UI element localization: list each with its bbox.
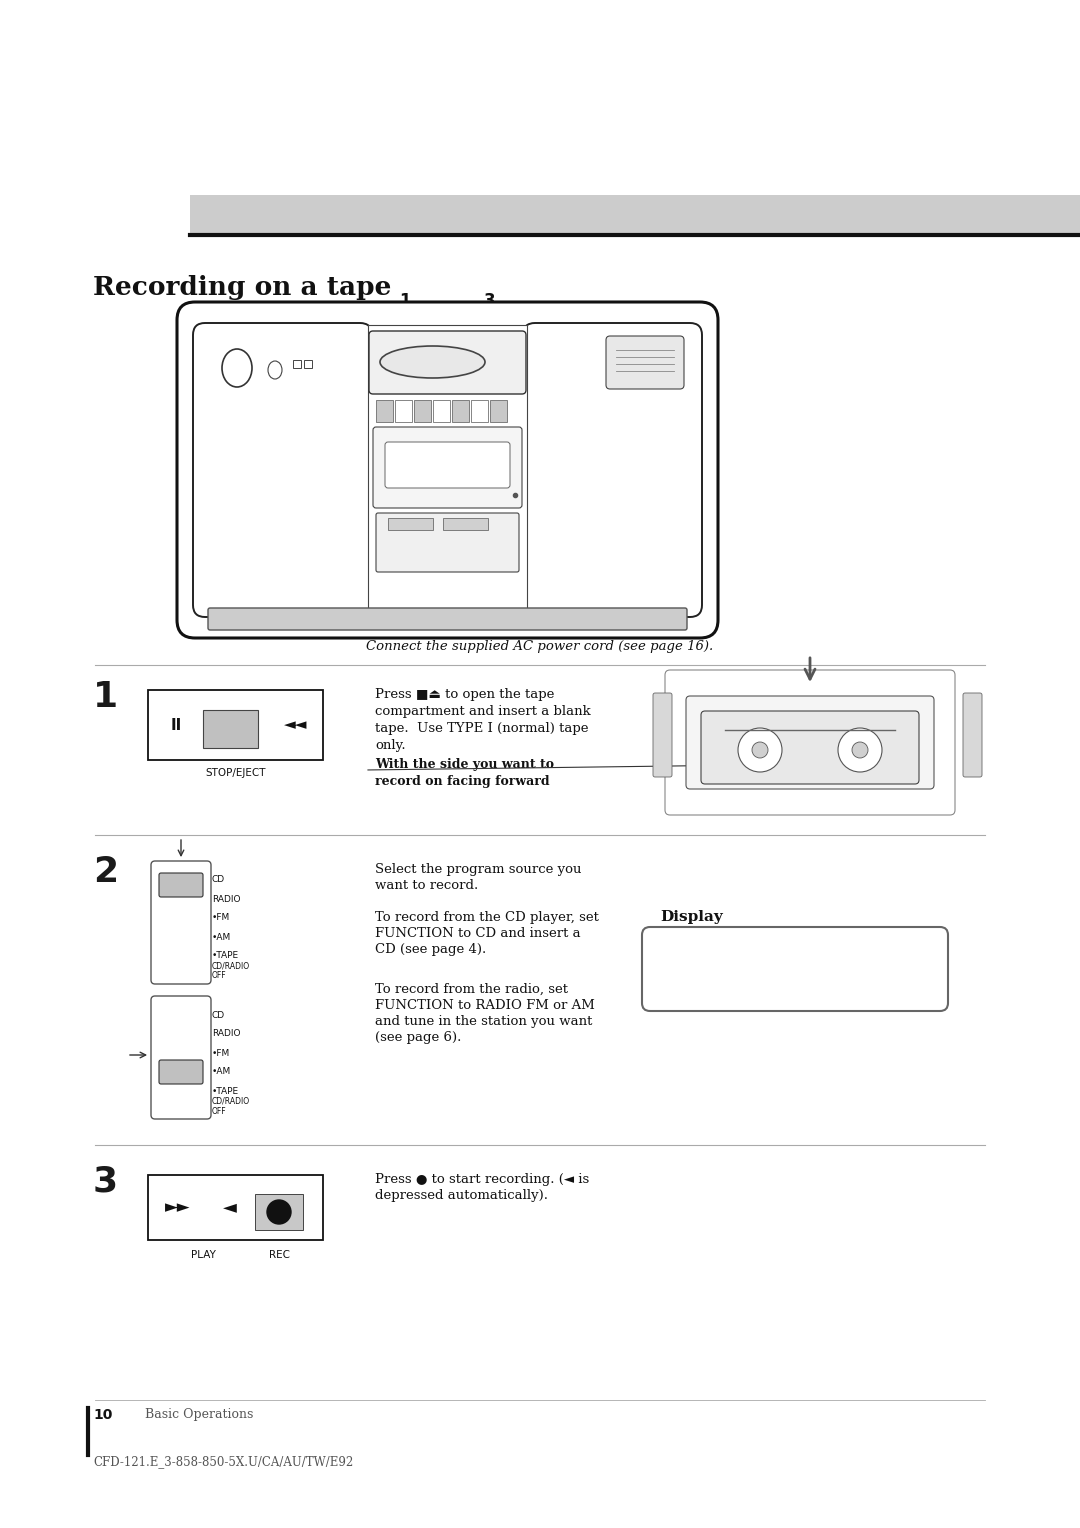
Text: II: II <box>171 718 181 732</box>
Text: RADIO: RADIO <box>212 894 241 903</box>
Text: compartment and insert a blank: compartment and insert a blank <box>375 704 591 718</box>
FancyBboxPatch shape <box>368 325 527 614</box>
FancyBboxPatch shape <box>443 518 488 530</box>
Text: want to record.: want to record. <box>375 879 478 892</box>
Circle shape <box>738 727 782 772</box>
Text: ◄◄: ◄◄ <box>284 718 308 732</box>
Text: 3: 3 <box>93 1164 118 1199</box>
Text: CFD-121.E_3-858-850-5X.U/CA/AU/TW/E92: CFD-121.E_3-858-850-5X.U/CA/AU/TW/E92 <box>93 1455 353 1468</box>
Text: ►►: ►► <box>165 1198 191 1216</box>
Text: •AM: •AM <box>212 932 231 941</box>
FancyBboxPatch shape <box>193 322 372 617</box>
FancyBboxPatch shape <box>963 694 982 778</box>
FancyBboxPatch shape <box>395 400 411 422</box>
FancyBboxPatch shape <box>159 872 203 897</box>
FancyBboxPatch shape <box>177 303 718 639</box>
Text: CD/RADIO: CD/RADIO <box>212 1097 251 1105</box>
FancyBboxPatch shape <box>255 1193 303 1230</box>
FancyBboxPatch shape <box>190 196 1080 235</box>
Text: •TAPE: •TAPE <box>212 1086 239 1096</box>
FancyBboxPatch shape <box>148 1175 323 1241</box>
Text: PLAY: PLAY <box>190 1250 215 1261</box>
Text: and tune in the station you want: and tune in the station you want <box>375 1015 592 1028</box>
Circle shape <box>838 727 882 772</box>
FancyBboxPatch shape <box>665 669 955 814</box>
FancyBboxPatch shape <box>388 518 433 530</box>
FancyBboxPatch shape <box>433 400 450 422</box>
Text: 1: 1 <box>400 292 410 310</box>
FancyBboxPatch shape <box>293 361 301 368</box>
FancyBboxPatch shape <box>701 711 919 784</box>
FancyBboxPatch shape <box>208 608 687 630</box>
FancyBboxPatch shape <box>151 996 211 1118</box>
FancyBboxPatch shape <box>384 442 510 487</box>
FancyBboxPatch shape <box>686 695 934 788</box>
Text: To record from the radio, set: To record from the radio, set <box>375 983 568 996</box>
Text: depressed automatically).: depressed automatically). <box>375 1189 548 1203</box>
Circle shape <box>752 743 768 758</box>
Text: ◄: ◄ <box>224 1198 237 1216</box>
FancyBboxPatch shape <box>303 361 312 368</box>
Text: Connect the supplied AC power cord (see page 16).: Connect the supplied AC power cord (see … <box>366 640 714 652</box>
Text: 3: 3 <box>484 292 496 310</box>
Text: 10: 10 <box>93 1407 112 1423</box>
FancyBboxPatch shape <box>490 400 507 422</box>
Text: OFF: OFF <box>212 1106 227 1115</box>
FancyBboxPatch shape <box>151 860 211 984</box>
Text: FUNCTION to RADIO FM or AM: FUNCTION to RADIO FM or AM <box>375 999 595 1012</box>
Text: •TAPE: •TAPE <box>212 952 239 961</box>
Text: Recording on a tape: Recording on a tape <box>93 275 391 299</box>
FancyBboxPatch shape <box>642 927 948 1012</box>
Text: Press ■⏏ to open the tape: Press ■⏏ to open the tape <box>375 688 554 701</box>
Text: •AM: •AM <box>212 1068 231 1077</box>
Text: Press ● to start recording. (◄ is: Press ● to start recording. (◄ is <box>375 1174 590 1186</box>
FancyBboxPatch shape <box>369 332 526 394</box>
Text: ■ ▲: ■ ▲ <box>216 721 244 735</box>
FancyBboxPatch shape <box>471 400 488 422</box>
Text: To record from the CD player, set: To record from the CD player, set <box>375 911 599 924</box>
Text: CD: CD <box>212 876 225 885</box>
Text: 1: 1 <box>93 680 118 714</box>
Text: Basic Operations: Basic Operations <box>145 1407 254 1421</box>
FancyBboxPatch shape <box>606 336 684 390</box>
Text: CD (see page 4).: CD (see page 4). <box>375 943 486 957</box>
Text: only.: only. <box>375 740 406 752</box>
Text: 12  55:27: 12 55:27 <box>690 950 901 989</box>
Text: •FM: •FM <box>212 914 230 923</box>
FancyBboxPatch shape <box>159 1060 203 1083</box>
FancyBboxPatch shape <box>653 694 672 778</box>
Ellipse shape <box>222 348 252 387</box>
FancyBboxPatch shape <box>523 322 702 617</box>
Text: CD/RADIO: CD/RADIO <box>212 961 251 970</box>
Text: record on facing forward: record on facing forward <box>375 775 550 788</box>
Text: With the side you want to: With the side you want to <box>375 758 554 772</box>
Ellipse shape <box>380 345 485 377</box>
FancyBboxPatch shape <box>373 426 522 507</box>
Text: 2: 2 <box>93 856 118 889</box>
Circle shape <box>267 1199 291 1224</box>
Text: CD: CD <box>212 1010 225 1019</box>
Text: OFF: OFF <box>212 972 227 981</box>
Text: Select the program source you: Select the program source you <box>375 863 581 876</box>
Text: STOP/EJECT: STOP/EJECT <box>206 769 267 778</box>
Circle shape <box>852 743 868 758</box>
Text: REC: REC <box>269 1250 289 1261</box>
FancyBboxPatch shape <box>148 691 323 759</box>
Ellipse shape <box>268 361 282 379</box>
Text: Display: Display <box>660 911 723 924</box>
FancyBboxPatch shape <box>376 513 519 571</box>
Text: FUNCTION to CD and insert a: FUNCTION to CD and insert a <box>375 927 581 940</box>
FancyBboxPatch shape <box>414 400 431 422</box>
Text: (see page 6).: (see page 6). <box>375 1031 461 1044</box>
FancyBboxPatch shape <box>376 400 393 422</box>
FancyBboxPatch shape <box>203 711 258 749</box>
Text: RADIO: RADIO <box>212 1030 241 1039</box>
Text: •FM: •FM <box>212 1048 230 1057</box>
FancyBboxPatch shape <box>453 400 469 422</box>
Text: tape.  Use TYPE I (normal) tape: tape. Use TYPE I (normal) tape <box>375 723 589 735</box>
